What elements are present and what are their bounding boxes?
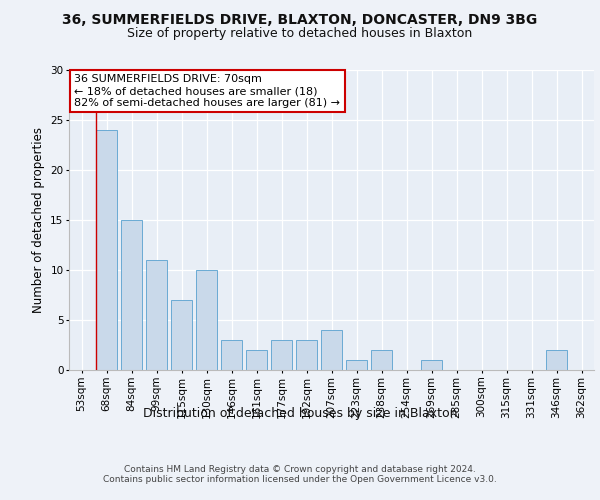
Bar <box>421 360 442 370</box>
Bar <box>546 350 567 370</box>
Bar <box>271 340 292 370</box>
Bar <box>296 340 317 370</box>
Text: Size of property relative to detached houses in Blaxton: Size of property relative to detached ho… <box>127 28 473 40</box>
Text: 36 SUMMERFIELDS DRIVE: 70sqm
← 18% of detached houses are smaller (18)
82% of se: 36 SUMMERFIELDS DRIVE: 70sqm ← 18% of de… <box>74 74 340 108</box>
Bar <box>196 270 217 370</box>
Text: 36, SUMMERFIELDS DRIVE, BLAXTON, DONCASTER, DN9 3BG: 36, SUMMERFIELDS DRIVE, BLAXTON, DONCAST… <box>62 12 538 26</box>
Bar <box>346 360 367 370</box>
Bar <box>246 350 267 370</box>
Bar <box>321 330 342 370</box>
Bar <box>121 220 142 370</box>
Bar <box>171 300 192 370</box>
Y-axis label: Number of detached properties: Number of detached properties <box>32 127 44 313</box>
Text: Contains HM Land Registry data © Crown copyright and database right 2024.
Contai: Contains HM Land Registry data © Crown c… <box>103 465 497 484</box>
Bar <box>371 350 392 370</box>
Bar <box>96 130 117 370</box>
Text: Distribution of detached houses by size in Blaxton: Distribution of detached houses by size … <box>143 408 457 420</box>
Bar <box>221 340 242 370</box>
Bar <box>146 260 167 370</box>
